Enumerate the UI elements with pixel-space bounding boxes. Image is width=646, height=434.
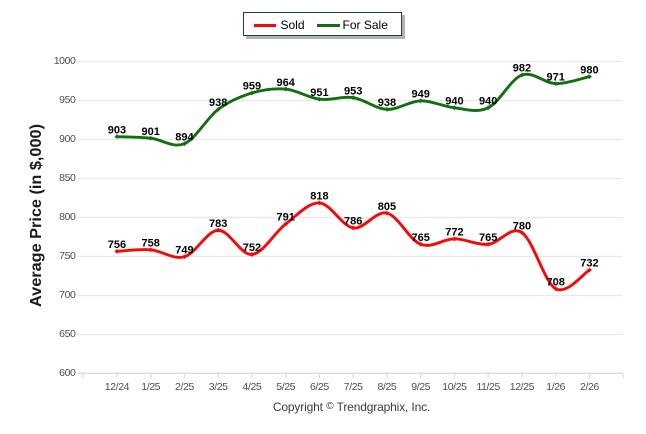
svg-text:6/25: 6/25 xyxy=(310,381,329,393)
svg-text:900: 900 xyxy=(59,133,76,145)
svg-text:4/25: 4/25 xyxy=(243,381,262,393)
svg-text:752: 752 xyxy=(243,242,261,254)
svg-text:894: 894 xyxy=(175,131,194,143)
svg-text:765: 765 xyxy=(412,232,430,244)
svg-text:12/24: 12/24 xyxy=(105,381,130,393)
svg-text:600: 600 xyxy=(59,367,76,379)
svg-text:8/25: 8/25 xyxy=(378,381,397,393)
svg-text:756: 756 xyxy=(108,239,126,251)
svg-text:818: 818 xyxy=(310,191,328,203)
svg-text:791: 791 xyxy=(277,212,295,224)
svg-text:5/25: 5/25 xyxy=(276,381,295,393)
svg-text:765: 765 xyxy=(479,232,497,244)
svg-text:783: 783 xyxy=(209,218,227,230)
svg-text:800: 800 xyxy=(59,211,76,223)
svg-text:732: 732 xyxy=(580,258,598,270)
svg-text:2/25: 2/25 xyxy=(175,381,194,393)
svg-text:903: 903 xyxy=(108,124,126,136)
svg-text:1/26: 1/26 xyxy=(546,381,565,393)
svg-text:964: 964 xyxy=(277,77,296,89)
svg-text:3/25: 3/25 xyxy=(209,381,228,393)
svg-text:1/25: 1/25 xyxy=(141,381,160,393)
svg-text:938: 938 xyxy=(378,97,396,109)
svg-text:805: 805 xyxy=(378,201,396,213)
svg-text:9/25: 9/25 xyxy=(411,381,430,393)
svg-text:708: 708 xyxy=(547,276,565,288)
svg-text:10/25: 10/25 xyxy=(442,381,467,393)
svg-text:700: 700 xyxy=(59,289,76,301)
svg-text:650: 650 xyxy=(59,328,76,340)
svg-text:11/25: 11/25 xyxy=(476,381,500,393)
svg-text:758: 758 xyxy=(142,237,160,249)
svg-text:951: 951 xyxy=(310,87,328,99)
svg-text:2/26: 2/26 xyxy=(580,381,599,393)
svg-text:971: 971 xyxy=(547,71,565,83)
svg-text:749: 749 xyxy=(175,244,193,256)
svg-text:940: 940 xyxy=(445,96,463,108)
svg-text:Average Price (in $,000): Average Price (in $,000) xyxy=(28,124,45,307)
svg-text:772: 772 xyxy=(445,227,463,239)
svg-text:980: 980 xyxy=(580,64,598,76)
svg-text:901: 901 xyxy=(142,126,160,138)
svg-text:950: 950 xyxy=(59,94,76,106)
svg-text:953: 953 xyxy=(344,85,362,97)
svg-text:850: 850 xyxy=(59,172,76,184)
svg-text:982: 982 xyxy=(513,63,531,75)
svg-text:786: 786 xyxy=(344,216,362,228)
svg-text:938: 938 xyxy=(209,97,227,109)
svg-text:780: 780 xyxy=(513,220,531,232)
svg-text:750: 750 xyxy=(59,250,76,262)
svg-text:7/25: 7/25 xyxy=(344,381,363,393)
svg-text:940: 940 xyxy=(479,96,497,108)
svg-text:949: 949 xyxy=(412,88,430,100)
svg-text:959: 959 xyxy=(243,81,261,93)
svg-text:1000: 1000 xyxy=(54,55,76,67)
svg-text:12/25: 12/25 xyxy=(510,381,535,393)
